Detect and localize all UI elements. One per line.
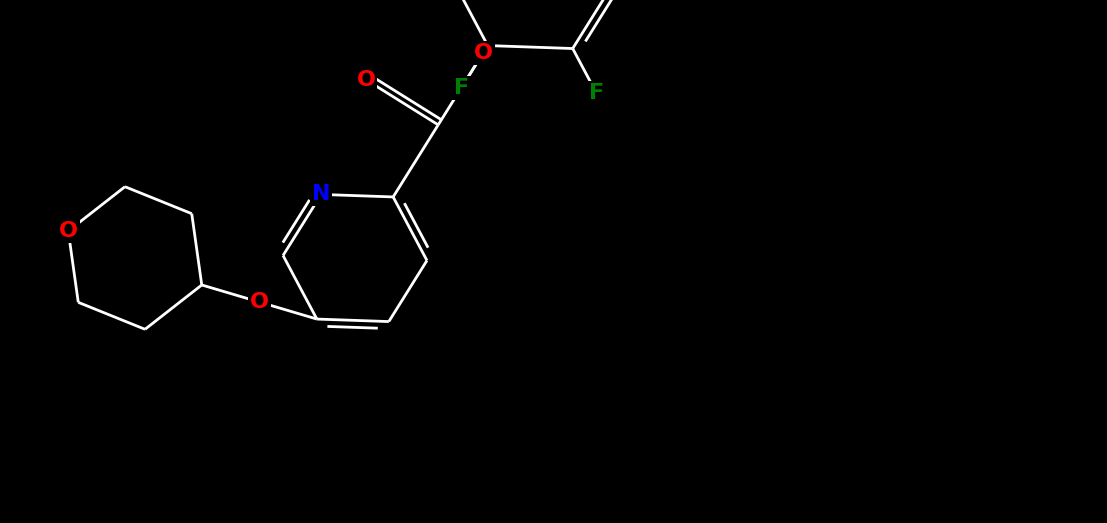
Text: O: O — [250, 292, 269, 312]
Text: F: F — [589, 83, 603, 103]
Text: N: N — [312, 185, 331, 204]
Text: F: F — [454, 78, 468, 98]
Text: O: O — [59, 221, 77, 241]
Text: O: O — [356, 70, 375, 90]
Text: O: O — [474, 43, 493, 63]
